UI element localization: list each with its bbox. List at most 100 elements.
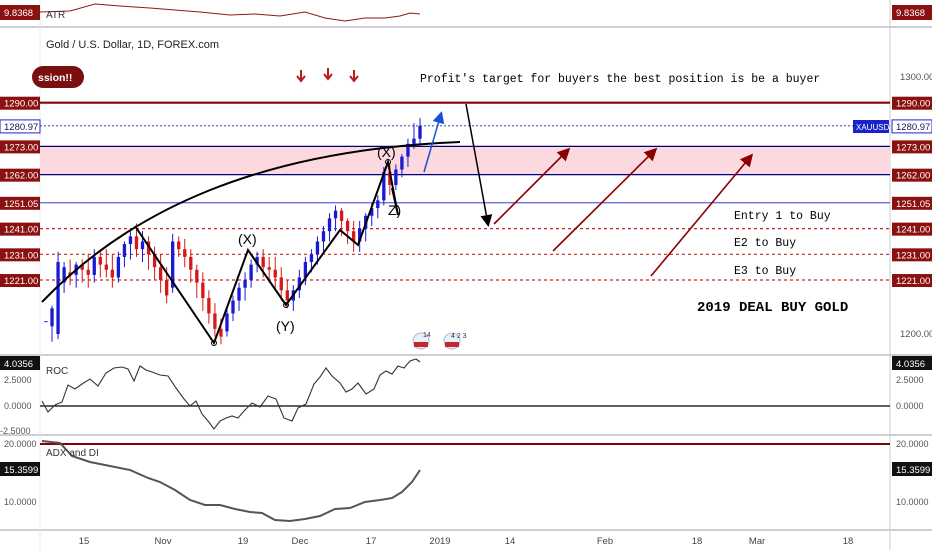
candle-body — [122, 244, 127, 257]
level-tag-right-text: 1262.00 — [896, 171, 930, 182]
candle-body — [171, 241, 175, 288]
level-tag-left — [0, 96, 40, 110]
candle-body — [207, 298, 211, 314]
candle-body — [56, 262, 60, 334]
adx-value-left: 15.3599 — [4, 465, 38, 476]
entry3-label: E3 to Buy — [734, 265, 796, 278]
roc-value-left: 4.0356 — [4, 359, 33, 370]
badge1-text: 14 — [423, 332, 431, 339]
price-axis: 1300.00 1200.00 1290.00 1290.00 1280.97 128… — [0, 5, 932, 507]
adx-label: ADX and DI — [46, 448, 99, 459]
wave-label-y: (Y) — [276, 318, 295, 334]
wave-label-x2: (X) — [377, 144, 396, 160]
roc-panel: ROC — [40, 358, 890, 430]
adx-line — [41, 440, 421, 523]
candle-body — [394, 169, 398, 185]
candle-body — [213, 313, 217, 329]
candle-body — [44, 321, 48, 323]
wave-label-z: Z) — [388, 202, 401, 218]
level-tag-left-text: 1221.00 — [4, 276, 38, 287]
candle-body — [225, 313, 229, 332]
roc-tick-right-1: 2.5000 — [896, 375, 924, 385]
candle-body — [412, 138, 416, 144]
symbol-tag: XAUUSD — [853, 120, 890, 133]
level-tag-left-text: 1280.97 — [4, 122, 38, 133]
level-tag-left — [0, 248, 40, 262]
candle-body — [309, 254, 314, 263]
candle-body — [92, 256, 96, 275]
adx-tick-right-10: 10.0000 — [896, 497, 929, 507]
level-tag-right — [892, 96, 932, 110]
atr-panel: ATR — [39, 3, 421, 22]
candle-body — [189, 256, 193, 270]
candle-body — [50, 308, 54, 327]
adx-panel: ADX and DI — [40, 440, 890, 523]
candle-body — [255, 256, 259, 265]
candle-body — [285, 290, 289, 301]
level-tag-left — [0, 168, 40, 182]
level-tag-left-text: 1241.00 — [4, 225, 38, 236]
candle-body — [333, 210, 338, 219]
entry1-label: Entry 1 to Buy — [734, 210, 831, 223]
entry3-arrow — [650, 153, 754, 277]
entry2-label: E2 to Buy — [734, 237, 796, 250]
candlesticks — [44, 118, 422, 345]
candle-body — [297, 277, 302, 291]
time-tick-label: 2019 — [429, 536, 450, 547]
adx-tick-left-10: 10.0000 — [4, 497, 37, 507]
level-tag-left — [0, 196, 40, 210]
candle-body — [140, 241, 145, 250]
candle-body — [104, 264, 108, 270]
candle-body — [303, 262, 308, 278]
roc-tick-left-1: 2.5000 — [4, 375, 32, 385]
candle-body — [388, 172, 392, 185]
time-axis: 15 Nov 19 Dec 17 2019 14 Feb 18 Mar 18 — [79, 536, 854, 547]
roc-line — [41, 358, 421, 430]
candle-body — [68, 272, 72, 275]
roc-value-right: 4.0356 — [896, 359, 925, 370]
time-tick-label: 18 — [692, 536, 703, 547]
target-annotation: Profit's target for buyers the best posi… — [420, 73, 820, 86]
candle-body — [382, 172, 386, 201]
atr-line — [39, 3, 421, 22]
deal-label: 2019 DEAL BUY GOLD — [697, 300, 848, 316]
candle-body — [358, 228, 362, 242]
time-tick-label: 14 — [505, 536, 516, 547]
candle-body — [279, 277, 283, 291]
session-pill-text: ssion!! — [38, 72, 72, 84]
candle-body — [376, 200, 380, 209]
level-tag-right — [892, 274, 932, 288]
entry1-arrow — [493, 147, 571, 225]
candle-body — [321, 231, 326, 242]
arc-curve — [41, 141, 461, 303]
time-tick-label: 18 — [843, 536, 854, 547]
horizontal-levels — [40, 101, 890, 281]
roc-tick-left-3: -2.5000 — [0, 426, 31, 436]
event-badge-2[interactable]: 4 2 3 — [443, 332, 467, 350]
candle-body — [267, 267, 271, 270]
time-tick-label: Dec — [292, 536, 309, 547]
time-tick-label: 15 — [79, 536, 90, 547]
adx-tick-left-20: 20.0000 — [4, 439, 37, 449]
candle-body — [177, 241, 181, 250]
adx-tick-right-20: 20.0000 — [896, 439, 929, 449]
candle-body — [146, 241, 151, 255]
candle-body — [86, 269, 90, 275]
resistance-zone — [40, 146, 890, 175]
roc-tick-right-2: 0.0000 — [896, 401, 924, 411]
candle-body — [400, 156, 404, 170]
atr-value-right: 9.8368 — [896, 8, 925, 19]
session-pill[interactable]: ssion!! — [32, 66, 84, 88]
level-tag-left — [0, 140, 40, 154]
level-tag-left-text: 1290.00 — [4, 99, 38, 110]
level-tag-left-text: 1262.00 — [4, 171, 38, 182]
level-tag-right-text: 1221.00 — [896, 276, 930, 287]
candle-body — [351, 231, 356, 242]
candle-body — [158, 267, 163, 281]
price-tick-1300: 1300.00 — [900, 72, 932, 83]
symbol-tag-text: XAUUSD — [856, 123, 890, 132]
candle-body — [110, 269, 115, 278]
wave-zigzag — [134, 158, 399, 346]
event-badge-1[interactable]: 14 — [412, 332, 431, 350]
time-tick-label: Feb — [597, 536, 613, 547]
